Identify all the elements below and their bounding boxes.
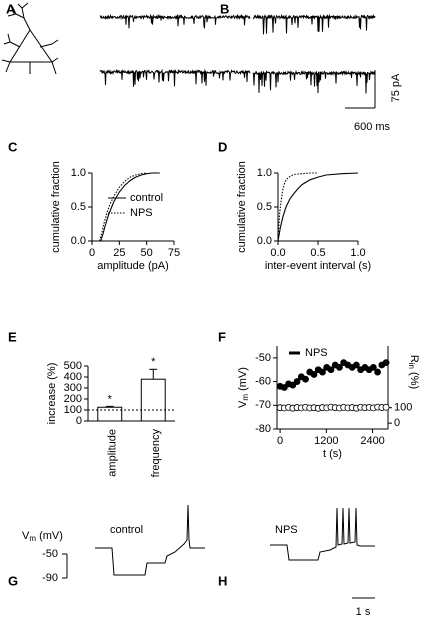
voltage-scale [62,553,68,579]
cdf-line [277,172,359,242]
tick-label: -50 [42,548,58,560]
trace-title: NPS [275,524,298,536]
scale-label: 1 s [356,606,371,618]
legend-label: NPS [130,207,153,219]
y-axis-label: cumulative fraction [50,161,62,253]
trace [95,504,205,576]
y-axis-label: increase (%) [46,363,58,425]
trace [270,507,375,561]
x-tick-label: 1200 [314,435,338,447]
x-tick-label: 0 [89,247,95,259]
y2-tick-label: 100 [394,402,412,414]
x-tick-label: 50 [141,247,153,259]
y-tick-label: 0.5 [71,201,86,213]
x-axis-label: t (s) [323,448,342,460]
legend-label: NPS [305,347,328,359]
data-point [336,363,343,371]
scale-label: 75 pA [390,73,402,102]
panel-label: G [8,573,18,588]
y-tick-label: -80 [255,423,271,435]
y-tick-label: 200 [64,393,82,405]
data-point [289,381,297,389]
y-tick-label: 0.5 [257,201,272,213]
x-tick-label: 25 [113,247,125,259]
y-tick-label: 1.0 [257,167,272,179]
label-part: V [237,400,249,408]
trace [252,13,376,35]
x-tick-label: 0.0 [270,247,285,259]
tick-label: -90 [42,572,58,584]
axis-label: Rin (%) [407,355,420,389]
annotation: * [108,393,113,405]
y-tick-label: 0.0 [71,235,86,247]
y-tick-label: 0.0 [257,235,272,247]
x-axis-label: amplitude (pA) [97,260,169,272]
cdf-line [99,172,147,242]
panel-label: H [218,573,227,588]
panel-label: C [8,139,18,154]
data-point [382,359,390,367]
panel-label: F [218,329,226,344]
neuron-sketch [1,2,59,75]
y-tick-label: 1.0 [71,167,86,179]
bar [140,378,166,422]
y2-tick-label: 0 [394,417,400,429]
label-part: in [407,363,416,369]
legend-label: control [130,192,163,204]
y-axis-label: cumulative fraction [236,161,248,253]
x-tick-label: 0.5 [310,247,325,259]
x-tick-label: 2400 [360,435,384,447]
y-tick-label: -50 [255,352,271,364]
y-tick-label: -60 [255,375,271,387]
label-part: R [408,355,420,363]
trace-title: control [110,524,143,536]
label-part: (%) [408,369,420,389]
data-point [327,366,335,374]
data-point [319,368,326,376]
cdf-line [277,172,318,242]
y-tick-label: 100 [64,404,82,416]
y-tick-label: 0 [76,415,82,427]
label-part: m [241,394,250,401]
x-tick-label: 1.0 [350,247,365,259]
annotation: * [151,356,156,368]
scale-label: 600 ms [354,121,391,133]
data-point [293,378,301,385]
trace [252,69,376,94]
data-point [382,403,390,411]
data-point [302,375,309,383]
data-point [374,368,381,376]
data-point [310,371,318,378]
x-tick-label: 75 [168,247,180,259]
cdf-line [100,172,160,242]
bar [97,406,123,422]
y-tick-label: 500 [64,360,82,372]
axis-label: Vm (mV) [237,367,250,408]
data-point [369,363,377,371]
panel-label: A [6,1,16,16]
trace [99,68,251,87]
label-part: (mV) [237,367,249,394]
panel-label: E [8,329,17,344]
trace [99,13,251,29]
panel-label: B [220,1,229,16]
data-point [280,384,288,391]
axis-label: Vm (mV) [22,530,63,543]
panel-label: D [218,139,227,154]
x-tick-label: frequency [150,429,162,478]
data-point [352,361,360,369]
x-tick-label: amplitude [107,429,119,477]
y-tick-label: 400 [64,371,82,383]
y-tick-label: 300 [64,382,82,394]
x-tick-label: 0 [277,435,283,447]
y-tick-label: -70 [255,399,271,411]
x-axis-label: inter-event interval (s) [265,260,371,272]
